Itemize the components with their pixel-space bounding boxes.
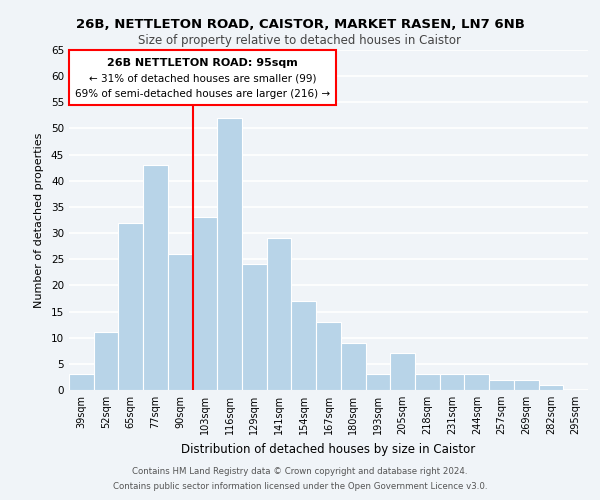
Bar [217,118,242,390]
Text: 69% of semi-detached houses are larger (216) →: 69% of semi-detached houses are larger (… [75,90,330,100]
Bar [292,301,316,390]
Text: 26B NETTLETON ROAD: 95sqm: 26B NETTLETON ROAD: 95sqm [107,58,298,68]
Bar [390,354,415,390]
Bar [70,50,336,105]
Bar [365,374,390,390]
Bar [464,374,489,390]
Y-axis label: Number of detached properties: Number of detached properties [34,132,44,308]
Bar [267,238,292,390]
Bar [440,374,464,390]
Bar [316,322,341,390]
Text: Size of property relative to detached houses in Caistor: Size of property relative to detached ho… [139,34,461,47]
Bar [539,385,563,390]
Text: 26B, NETTLETON ROAD, CAISTOR, MARKET RASEN, LN7 6NB: 26B, NETTLETON ROAD, CAISTOR, MARKET RAS… [76,18,524,30]
Text: Contains HM Land Registry data © Crown copyright and database right 2024.: Contains HM Land Registry data © Crown c… [132,467,468,476]
Bar [118,222,143,390]
Bar [514,380,539,390]
Bar [94,332,118,390]
Bar [341,343,365,390]
Bar [168,254,193,390]
Text: ← 31% of detached houses are smaller (99): ← 31% of detached houses are smaller (99… [89,74,316,84]
Bar [489,380,514,390]
Bar [69,374,94,390]
Bar [143,165,168,390]
Bar [242,264,267,390]
X-axis label: Distribution of detached houses by size in Caistor: Distribution of detached houses by size … [181,442,476,456]
Text: Contains public sector information licensed under the Open Government Licence v3: Contains public sector information licen… [113,482,487,491]
Bar [415,374,440,390]
Bar [193,218,217,390]
